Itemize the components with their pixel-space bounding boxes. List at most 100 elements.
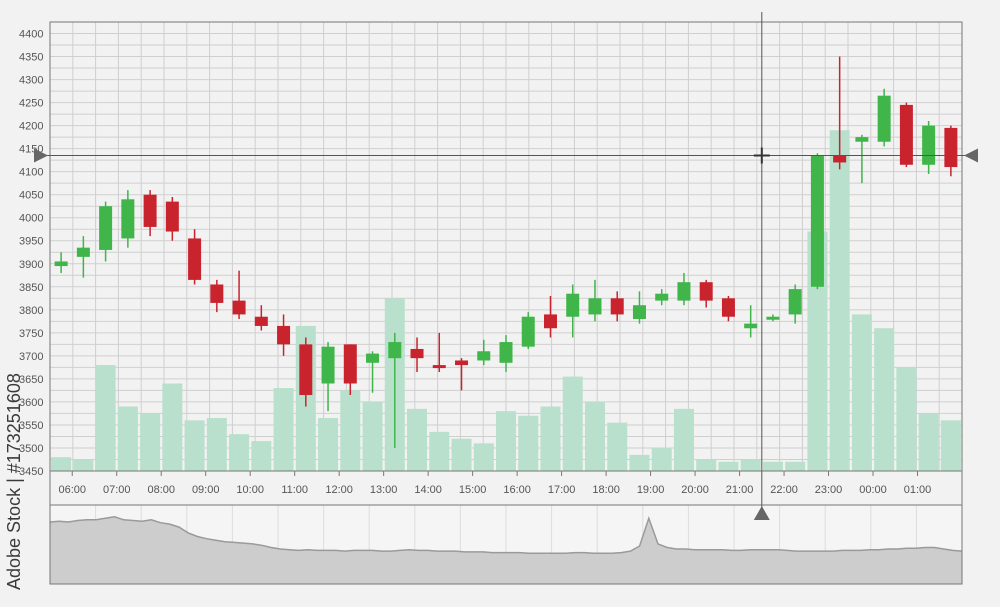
y-tick-label: 4350 — [19, 52, 43, 64]
volume-bar — [762, 461, 783, 471]
volume-bar — [73, 459, 94, 471]
candle-body — [99, 206, 113, 250]
volume-bar — [785, 461, 806, 471]
volume-bar — [340, 390, 361, 471]
y-axis-ticks: 4400435043004250420041504100405040003950… — [19, 29, 43, 478]
crosshair-bottom-marker-icon — [753, 506, 770, 520]
candle-body — [188, 238, 202, 280]
y-tick-label: 3750 — [19, 328, 43, 340]
y-tick-label: 3550 — [19, 420, 43, 432]
candle-body — [455, 360, 469, 366]
volume-bar — [874, 328, 895, 471]
volume-bar — [918, 413, 939, 471]
volume-bar — [140, 413, 161, 471]
volume-bar — [273, 388, 294, 471]
candle-body — [833, 155, 847, 163]
time-axis: 06:00 07:00 08:00 09:00 10:00 11:00 12:00 13:00… — [50, 471, 962, 505]
volume-bar — [229, 434, 250, 471]
volume-bar — [851, 314, 872, 471]
candle-body — [610, 298, 624, 315]
y-tick-label: 3700 — [19, 351, 43, 363]
volume-bar — [251, 441, 272, 471]
candle-body — [699, 282, 713, 301]
candle-body — [543, 314, 557, 329]
crosshair-right-marker-icon — [964, 148, 978, 163]
y-tick-label: 4200 — [19, 121, 43, 133]
volume-bar — [540, 406, 561, 471]
crosshair[interactable] — [34, 12, 978, 520]
time-tick-label: 23:00 — [815, 484, 843, 496]
candle-body — [721, 298, 735, 317]
time-tick-label: 22:00 — [770, 484, 798, 496]
candle-body — [76, 247, 90, 257]
candle-body — [766, 316, 780, 320]
volume-bar — [940, 420, 961, 471]
y-tick-label: 3950 — [19, 236, 43, 248]
volume-bar — [807, 231, 828, 471]
candle-body — [877, 95, 891, 142]
volume-bar — [407, 408, 428, 471]
time-tick-label: 19:00 — [637, 484, 665, 496]
volume-bar — [562, 376, 583, 471]
time-tick-label: 10:00 — [236, 484, 264, 496]
volume-bar — [607, 422, 628, 471]
y-tick-label: 3850 — [19, 282, 43, 294]
volume-bar — [451, 438, 472, 471]
volume-bar — [184, 420, 205, 471]
volume-bar — [206, 418, 227, 471]
y-tick-label: 4250 — [19, 98, 43, 110]
volume-bar — [696, 459, 717, 471]
candle-body — [588, 298, 602, 315]
volume-bar — [162, 383, 183, 471]
volume-bar — [518, 415, 539, 471]
volume-bar — [651, 447, 672, 471]
volume-bar — [629, 454, 650, 471]
time-tick-label: 16:00 — [503, 484, 531, 496]
y-tick-label: 3600 — [19, 397, 43, 409]
candle-body — [632, 305, 646, 320]
candle-body — [366, 353, 380, 363]
volume-bar — [896, 367, 917, 471]
candle-body — [922, 125, 936, 165]
y-tick-label: 3900 — [19, 259, 43, 271]
candle-body — [410, 348, 424, 359]
time-tick-label: 06:00 — [58, 484, 86, 496]
volume-bar — [673, 408, 694, 471]
y-tick-label: 4400 — [19, 29, 43, 41]
volume-bar — [740, 459, 761, 471]
time-tick-label: 01:00 — [904, 484, 932, 496]
candle-body — [432, 365, 446, 369]
navigator-area — [50, 516, 962, 584]
navigator-panel[interactable] — [49, 505, 963, 584]
y-tick-label: 4000 — [19, 213, 43, 225]
candle-body — [855, 137, 869, 142]
time-tick-label: 11:00 — [281, 484, 308, 496]
candle-body — [165, 201, 179, 232]
watermark-side-text: Adobe Stock | #173251608 — [4, 373, 24, 590]
candle-body — [54, 261, 68, 267]
candle-body — [143, 194, 157, 227]
candle-body — [810, 155, 824, 287]
volume-bar — [117, 406, 138, 471]
time-tick-label: 15:00 — [459, 484, 487, 496]
candle-body — [343, 344, 357, 384]
volume-bar — [429, 431, 450, 471]
time-tick-label: 14:00 — [414, 484, 442, 496]
candle-body — [499, 342, 513, 363]
candle-body — [299, 344, 313, 396]
candle-body — [477, 351, 491, 361]
navigator-line — [49, 516, 963, 555]
time-tick-label: 07:00 — [103, 484, 131, 496]
time-tick-label: 13:00 — [370, 484, 398, 496]
volume-bar — [318, 418, 339, 471]
volume-bar — [95, 365, 116, 471]
volume-bars — [51, 130, 961, 471]
time-tick-label: 18:00 — [592, 484, 620, 496]
outer-frame — [49, 21, 963, 585]
candle-body — [254, 316, 268, 326]
candle-body — [277, 325, 291, 345]
time-tick-label: 12:00 — [325, 484, 353, 496]
volume-bar — [362, 401, 383, 471]
time-tick-label: 17:00 — [548, 484, 576, 496]
time-tick-label: 21:00 — [726, 484, 754, 496]
